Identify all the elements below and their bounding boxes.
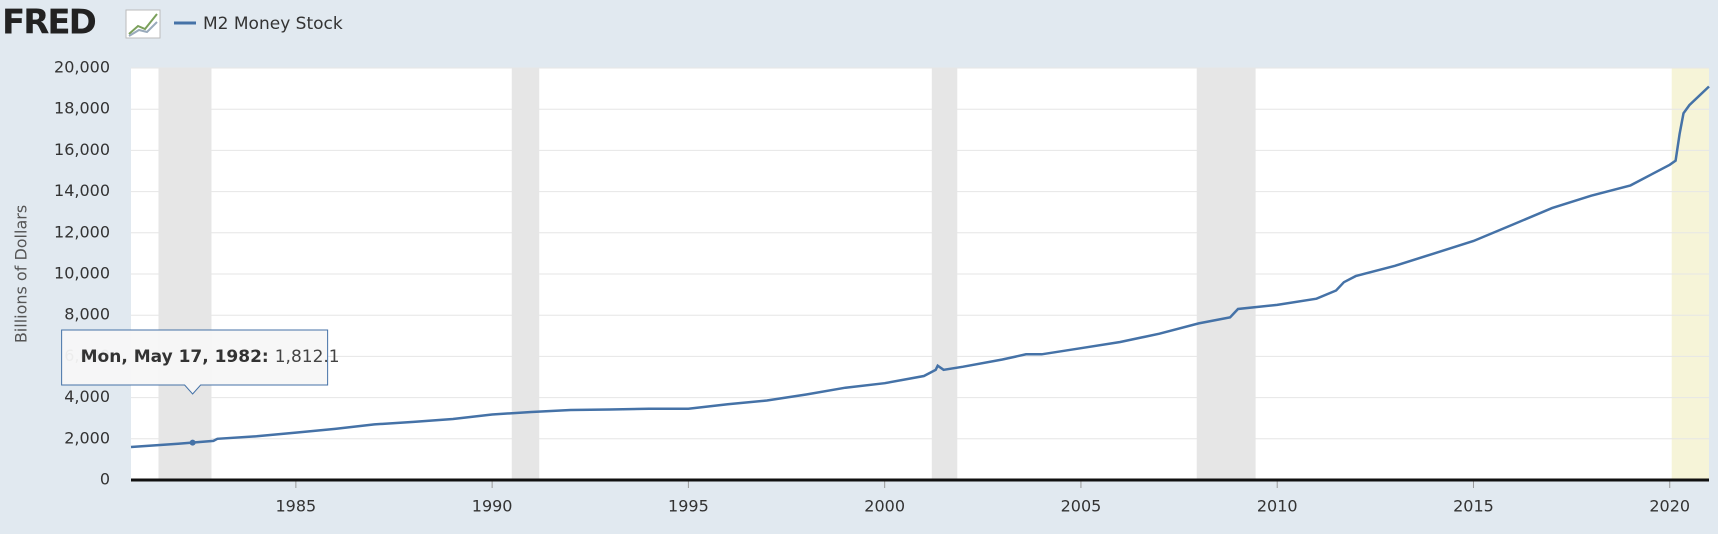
y-tick-label: 10,000	[54, 264, 110, 283]
tooltip-value: 1,812.1	[275, 347, 340, 367]
x-tick-label: 1985	[276, 497, 317, 516]
tooltip-text: Mon, May 17, 1982: 1,812.1	[81, 347, 340, 367]
x-tick-label: 2005	[1061, 497, 1102, 516]
y-axis-label: Billions of Dollars	[12, 205, 31, 343]
tooltip-date: Mon, May 17, 1982:	[81, 347, 269, 367]
logo-icon	[125, 9, 161, 39]
logo: FRED	[2, 3, 96, 43]
x-tick-label: 2000	[864, 497, 905, 516]
tooltip-point	[189, 439, 196, 446]
y-tick-label: 2,000	[64, 428, 110, 447]
y-tick-label: 16,000	[54, 140, 110, 159]
tooltip: Mon, May 17, 1982: 1,812.1	[61, 329, 340, 446]
y-tick-label: 0	[100, 470, 110, 489]
y-tick-label: 4,000	[64, 387, 110, 406]
x-tick-label: 2010	[1257, 497, 1298, 516]
series-line	[130, 85, 1710, 449]
x-tick-label: 2015	[1453, 497, 1494, 516]
legend-label: M2 Money Stock	[203, 14, 343, 34]
y-tick-label: 8,000	[64, 305, 110, 324]
y-tick-label: 20,000	[54, 58, 110, 77]
x-tick-label: 1990	[472, 497, 513, 516]
y-tick-label: 18,000	[54, 99, 110, 118]
x-tick-label: 2020	[1649, 497, 1690, 516]
tooltip-box	[61, 329, 329, 395]
x-tick-label: 1995	[668, 497, 709, 516]
y-tick-label: 12,000	[54, 222, 110, 241]
y-tick-label: 14,000	[54, 181, 110, 200]
